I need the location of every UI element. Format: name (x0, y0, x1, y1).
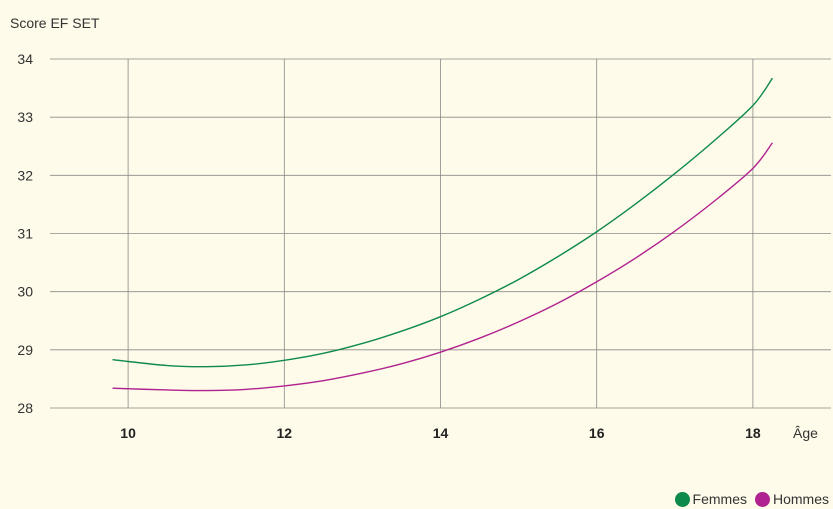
legend-label-femmes: Femmes (692, 491, 747, 507)
series-line-hommes (112, 142, 773, 392)
y-tick-label: 31 (17, 226, 33, 242)
legend-item-hommes: Hommes (754, 491, 829, 507)
legend-label-hommes: Hommes (772, 491, 829, 507)
y-tick-label: 34 (17, 51, 33, 67)
series-lines (112, 77, 773, 392)
x-tick-labels: 10 12 14 16 18 (120, 425, 761, 441)
y-tick-label: 29 (17, 342, 33, 358)
series-line-femmes (112, 77, 773, 368)
x-tick-label: 18 (745, 425, 761, 441)
y-tick-label: 32 (17, 167, 33, 183)
x-tick-label: 16 (589, 425, 605, 441)
y-tick-label: 28 (17, 400, 33, 416)
y-axis-label: Score EF SET (10, 15, 100, 31)
legend-swatch-hommes (754, 491, 770, 507)
y-tick-labels: 28 29 30 31 32 33 34 (17, 51, 33, 416)
x-tick-label: 12 (277, 425, 293, 441)
grid (50, 58, 831, 409)
y-tick-label: 30 (17, 284, 33, 300)
legend: Femmes Hommes (674, 491, 829, 507)
y-tick-label: 33 (17, 109, 33, 125)
legend-item-femmes: Femmes (674, 491, 747, 507)
legend-swatch-femmes (674, 491, 690, 507)
x-axis-label: Âge (793, 425, 818, 441)
x-tick-label: 10 (120, 425, 136, 441)
x-tick-label: 14 (433, 425, 449, 441)
